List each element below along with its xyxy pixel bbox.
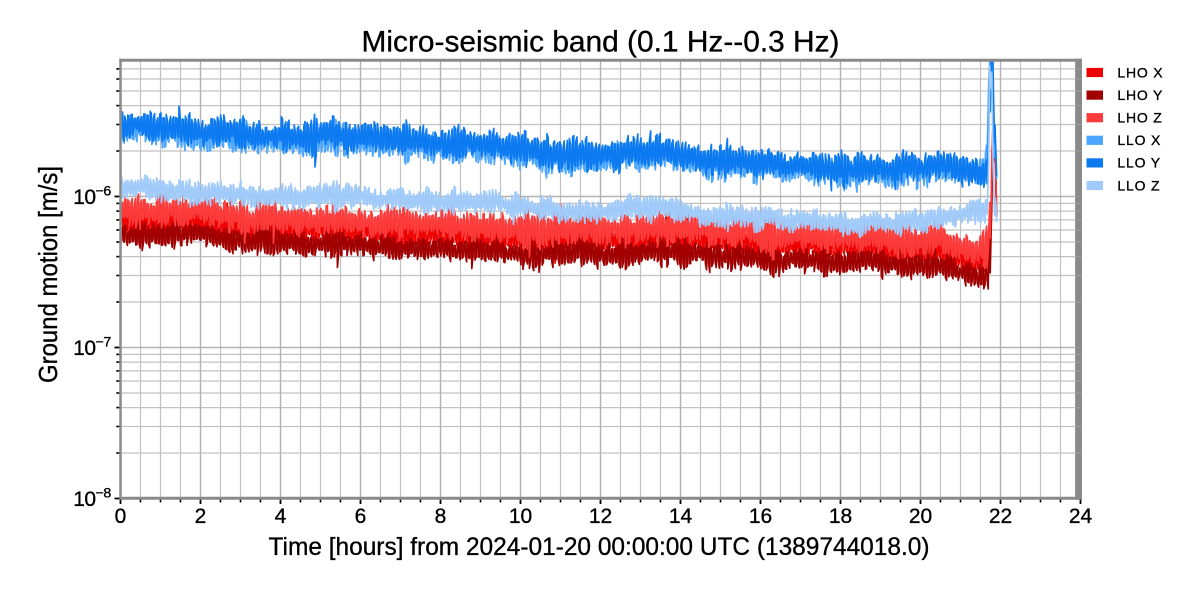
svg-text:22: 22: [989, 505, 1012, 528]
svg-text:LHO X: LHO X: [1117, 64, 1163, 80]
svg-text:10: 10: [509, 505, 532, 528]
svg-text:LLO Y: LLO Y: [1117, 155, 1160, 171]
svg-text:2: 2: [195, 505, 207, 528]
svg-text:LHO Y: LHO Y: [1117, 87, 1163, 103]
svg-text:16: 16: [749, 505, 772, 528]
svg-text:12: 12: [589, 505, 612, 528]
svg-text:0: 0: [115, 505, 127, 528]
svg-text:Ground motion [m/s]: Ground motion [m/s]: [33, 166, 63, 383]
svg-text:8: 8: [435, 505, 447, 528]
svg-text:6: 6: [355, 505, 367, 528]
svg-text:LLO Z: LLO Z: [1117, 177, 1160, 193]
svg-text:14: 14: [669, 505, 693, 528]
svg-text:10−7: 10−7: [73, 335, 111, 360]
svg-text:18: 18: [829, 505, 852, 528]
svg-text:20: 20: [909, 505, 932, 528]
svg-text:4: 4: [275, 505, 287, 528]
svg-text:24: 24: [1069, 505, 1093, 528]
svg-text:LLO X: LLO X: [1117, 132, 1161, 148]
svg-text:LHO Z: LHO Z: [1117, 110, 1162, 126]
svg-text:Time [hours] from 2024-01-20 0: Time [hours] from 2024-01-20 00:00:00 UT…: [269, 533, 930, 561]
svg-text:Micro-seismic band (0.1 Hz--0.: Micro-seismic band (0.1 Hz--0.3 Hz): [362, 25, 840, 58]
